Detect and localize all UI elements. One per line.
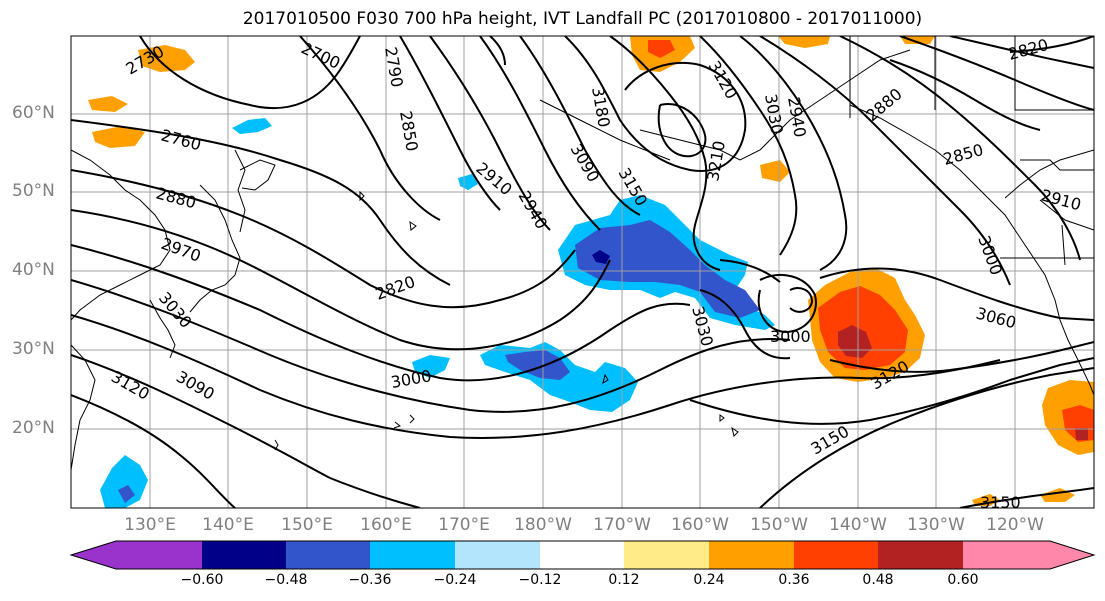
lat-label-40n: 40°N [12, 260, 55, 280]
colorbar-tick: −0.12 [518, 572, 562, 588]
lat-label-50n: 50°N [12, 181, 55, 201]
lon-label: 130°W [907, 515, 965, 535]
colorbar-tick: 0.24 [693, 572, 725, 588]
colorbar-tick: 0.36 [778, 572, 810, 588]
lon-label: 140°W [829, 515, 887, 535]
lon-label: 130°E [124, 515, 176, 535]
lon-label: 150°W [750, 515, 808, 535]
colorbar-segment [370, 541, 455, 569]
colorbar-segment [963, 541, 1094, 569]
colorbar-segment [202, 541, 286, 569]
lat-label-20n: 20°N [12, 418, 55, 438]
colorbar-segments [71, 541, 1094, 569]
height-contours [71, 36, 1094, 508]
lon-label: 160°W [671, 515, 729, 535]
colorbar-tick: 0.48 [862, 572, 894, 588]
colorbar-segment [286, 541, 370, 569]
lon-label: 180°W [514, 515, 572, 535]
lat-label-60n: 60°N [12, 103, 55, 123]
colorbar-tick: 0.12 [608, 572, 640, 588]
colorbar-segment [540, 541, 624, 569]
contour-label: 3000 [770, 327, 811, 346]
colorbar-segment [709, 541, 794, 569]
ivt-positive-area [88, 36, 1094, 506]
colorbar-tick: −0.48 [264, 572, 308, 588]
lon-label: 150°E [281, 515, 333, 535]
ivt-negative-area [100, 118, 775, 508]
colorbar-segment [624, 541, 709, 569]
colorbar-tick: −0.36 [348, 572, 392, 588]
map-title: 2017010500 F030 700 hPa height, IVT Land… [242, 9, 923, 29]
lat-label-30n: 30°N [12, 339, 55, 359]
colorbar-tick: −0.24 [433, 572, 477, 588]
colorbar-segment [71, 541, 202, 569]
colorbar-segment [878, 541, 963, 569]
map-frame [70, 35, 1095, 509]
lon-label: 170°W [593, 515, 651, 535]
lon-label: 160°E [360, 515, 412, 535]
lon-label: 140°E [202, 515, 254, 535]
colorbar-outline [69, 540, 1096, 570]
colorbar-segment [455, 541, 540, 569]
lon-label: 170°E [438, 515, 490, 535]
colorbar-tick: −0.60 [180, 572, 224, 588]
colorbar-tick: 0.60 [947, 572, 979, 588]
lon-label: 120°W [986, 515, 1044, 535]
contour-label: 3150 [980, 493, 1021, 512]
colorbar-segment [794, 541, 878, 569]
